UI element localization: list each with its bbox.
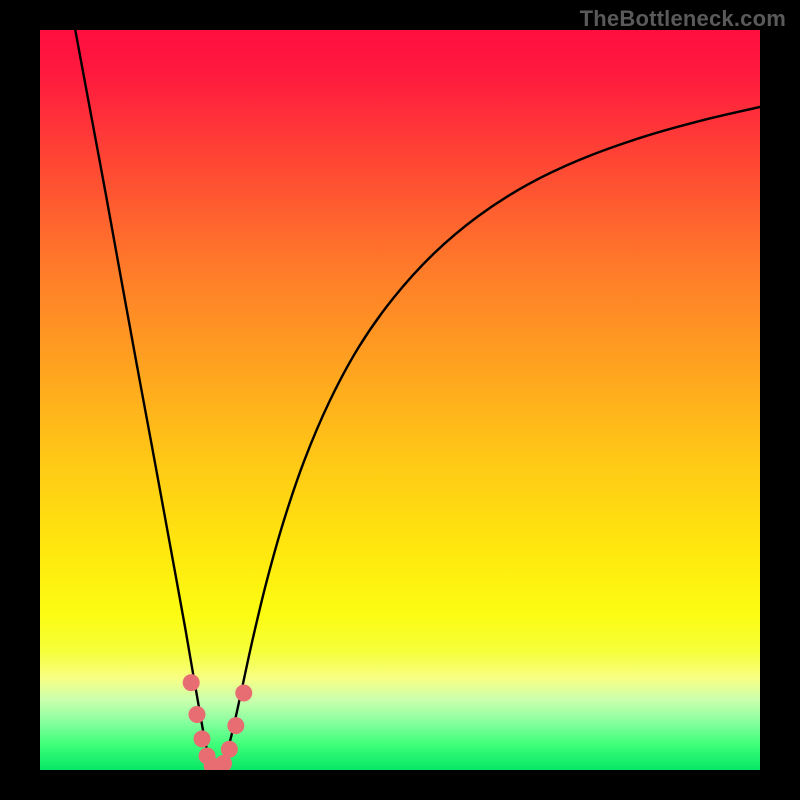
watermark-text: TheBottleneck.com (580, 6, 786, 32)
plot-frame (40, 30, 760, 770)
trough-marker (221, 741, 238, 758)
trough-marker (188, 706, 205, 723)
trough-marker (183, 674, 200, 691)
trough-marker (194, 730, 211, 747)
trough-marker (227, 717, 244, 734)
curve-layer (40, 30, 760, 770)
trough-marker (235, 685, 252, 702)
bottleneck-curve (75, 30, 760, 770)
